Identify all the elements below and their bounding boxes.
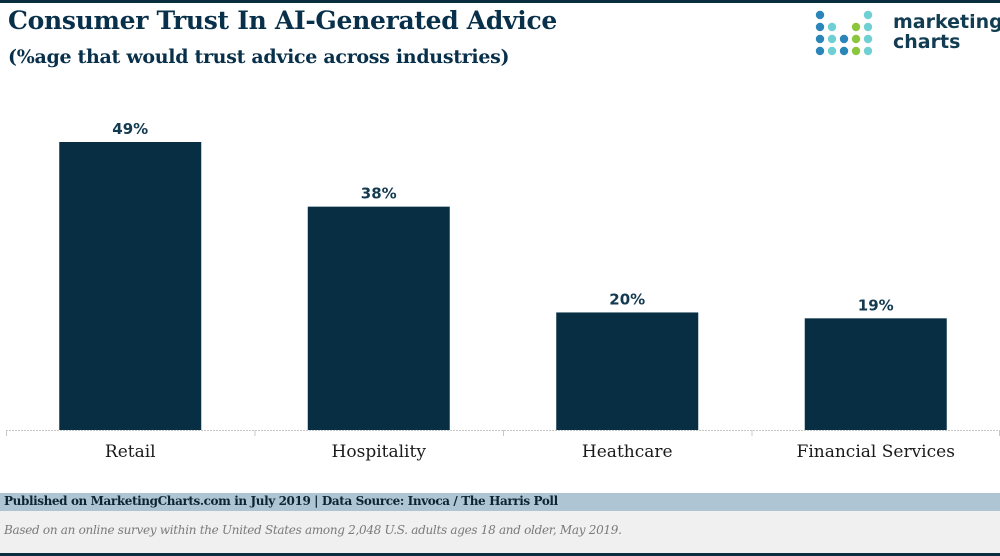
logo-dot [863, 22, 873, 32]
footer-note-bar: Based on an online survey within the Uni… [0, 511, 1000, 553]
logo-dot [839, 46, 849, 56]
logo-text-line2: charts [893, 31, 961, 53]
category-label: Financial Services [797, 442, 955, 462]
data-label: 19% [858, 296, 894, 314]
logo-dot [863, 10, 873, 20]
data-label: 20% [609, 290, 645, 308]
data-label: 38% [361, 185, 397, 203]
logo-dot [851, 46, 861, 56]
marketingcharts-logo: marketing charts [815, 10, 1000, 60]
logo-dot [827, 34, 837, 44]
logo-dot [851, 34, 861, 44]
logo-dot [863, 46, 873, 56]
footer-methodology-note: Based on an online survey within the Uni… [4, 523, 622, 537]
chart-title: Consumer Trust In AI-Generated Advice [8, 6, 558, 35]
bar-retail [59, 142, 202, 430]
category-label: Hospitality [332, 442, 427, 462]
x-axis: Retail Hospitality Heathcare Financial Serv… [6, 430, 1000, 462]
logo-dot [815, 34, 825, 44]
logo-dot [863, 34, 873, 44]
category-label: Heathcare [582, 442, 673, 462]
bar-chart: 49% 38% 20% 19% Retail Hospitality Heathcare F… [6, 120, 1000, 462]
logo-dot [815, 46, 825, 56]
chart-subtitle: (%age that would trust advice across ind… [8, 46, 510, 68]
logo-dot [827, 22, 837, 32]
top-border [0, 0, 1000, 3]
logo-dot [815, 10, 825, 20]
logo-text: marketing charts [893, 12, 1000, 52]
logo-dot [815, 22, 825, 32]
logo-dots-icon [815, 10, 873, 56]
logo-text-line1: marketing [893, 11, 1000, 33]
footer-source-bar: Published on MarketingCharts.com in July… [0, 493, 1000, 511]
category-label: Retail [105, 442, 156, 462]
logo-dot [839, 34, 849, 44]
footer-published-text: Published on MarketingCharts.com in July… [4, 494, 558, 508]
logo-dot [851, 22, 861, 32]
bar-heathcare [556, 312, 699, 430]
bars-group: 49% 38% 20% 19% [59, 120, 947, 430]
bar-hospitality [307, 206, 450, 430]
bar-financial-services [804, 318, 947, 430]
logo-dot [827, 46, 837, 56]
bottom-border [0, 553, 1000, 556]
data-label: 49% [112, 120, 148, 138]
